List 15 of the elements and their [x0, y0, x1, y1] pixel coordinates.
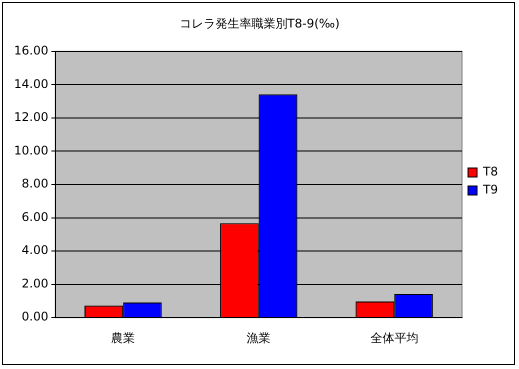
y-tick-label: 16.00	[14, 44, 48, 58]
y-tick-label: 2.00	[22, 276, 48, 290]
y-tick-label: 6.00	[22, 210, 48, 224]
y-tick-label: 12.00	[14, 110, 48, 124]
y-tick-label: 4.00	[22, 243, 48, 258]
y-tick-label: 14.00	[14, 76, 48, 91]
y-tick-label: 8.00	[22, 176, 48, 191]
x-tick-label: 全体平均	[370, 330, 418, 345]
y-tick-label: 10.00	[14, 143, 48, 158]
legend-label: T8	[482, 164, 498, 179]
x-tick-label: 漁業	[246, 330, 271, 345]
legend-label: T9	[482, 182, 498, 197]
y-tick-label: 0.00	[22, 310, 48, 324]
chart-title: コレラ発生率職業別T8-9(‰)	[179, 16, 340, 30]
x-tick-label: 農業	[111, 330, 136, 345]
